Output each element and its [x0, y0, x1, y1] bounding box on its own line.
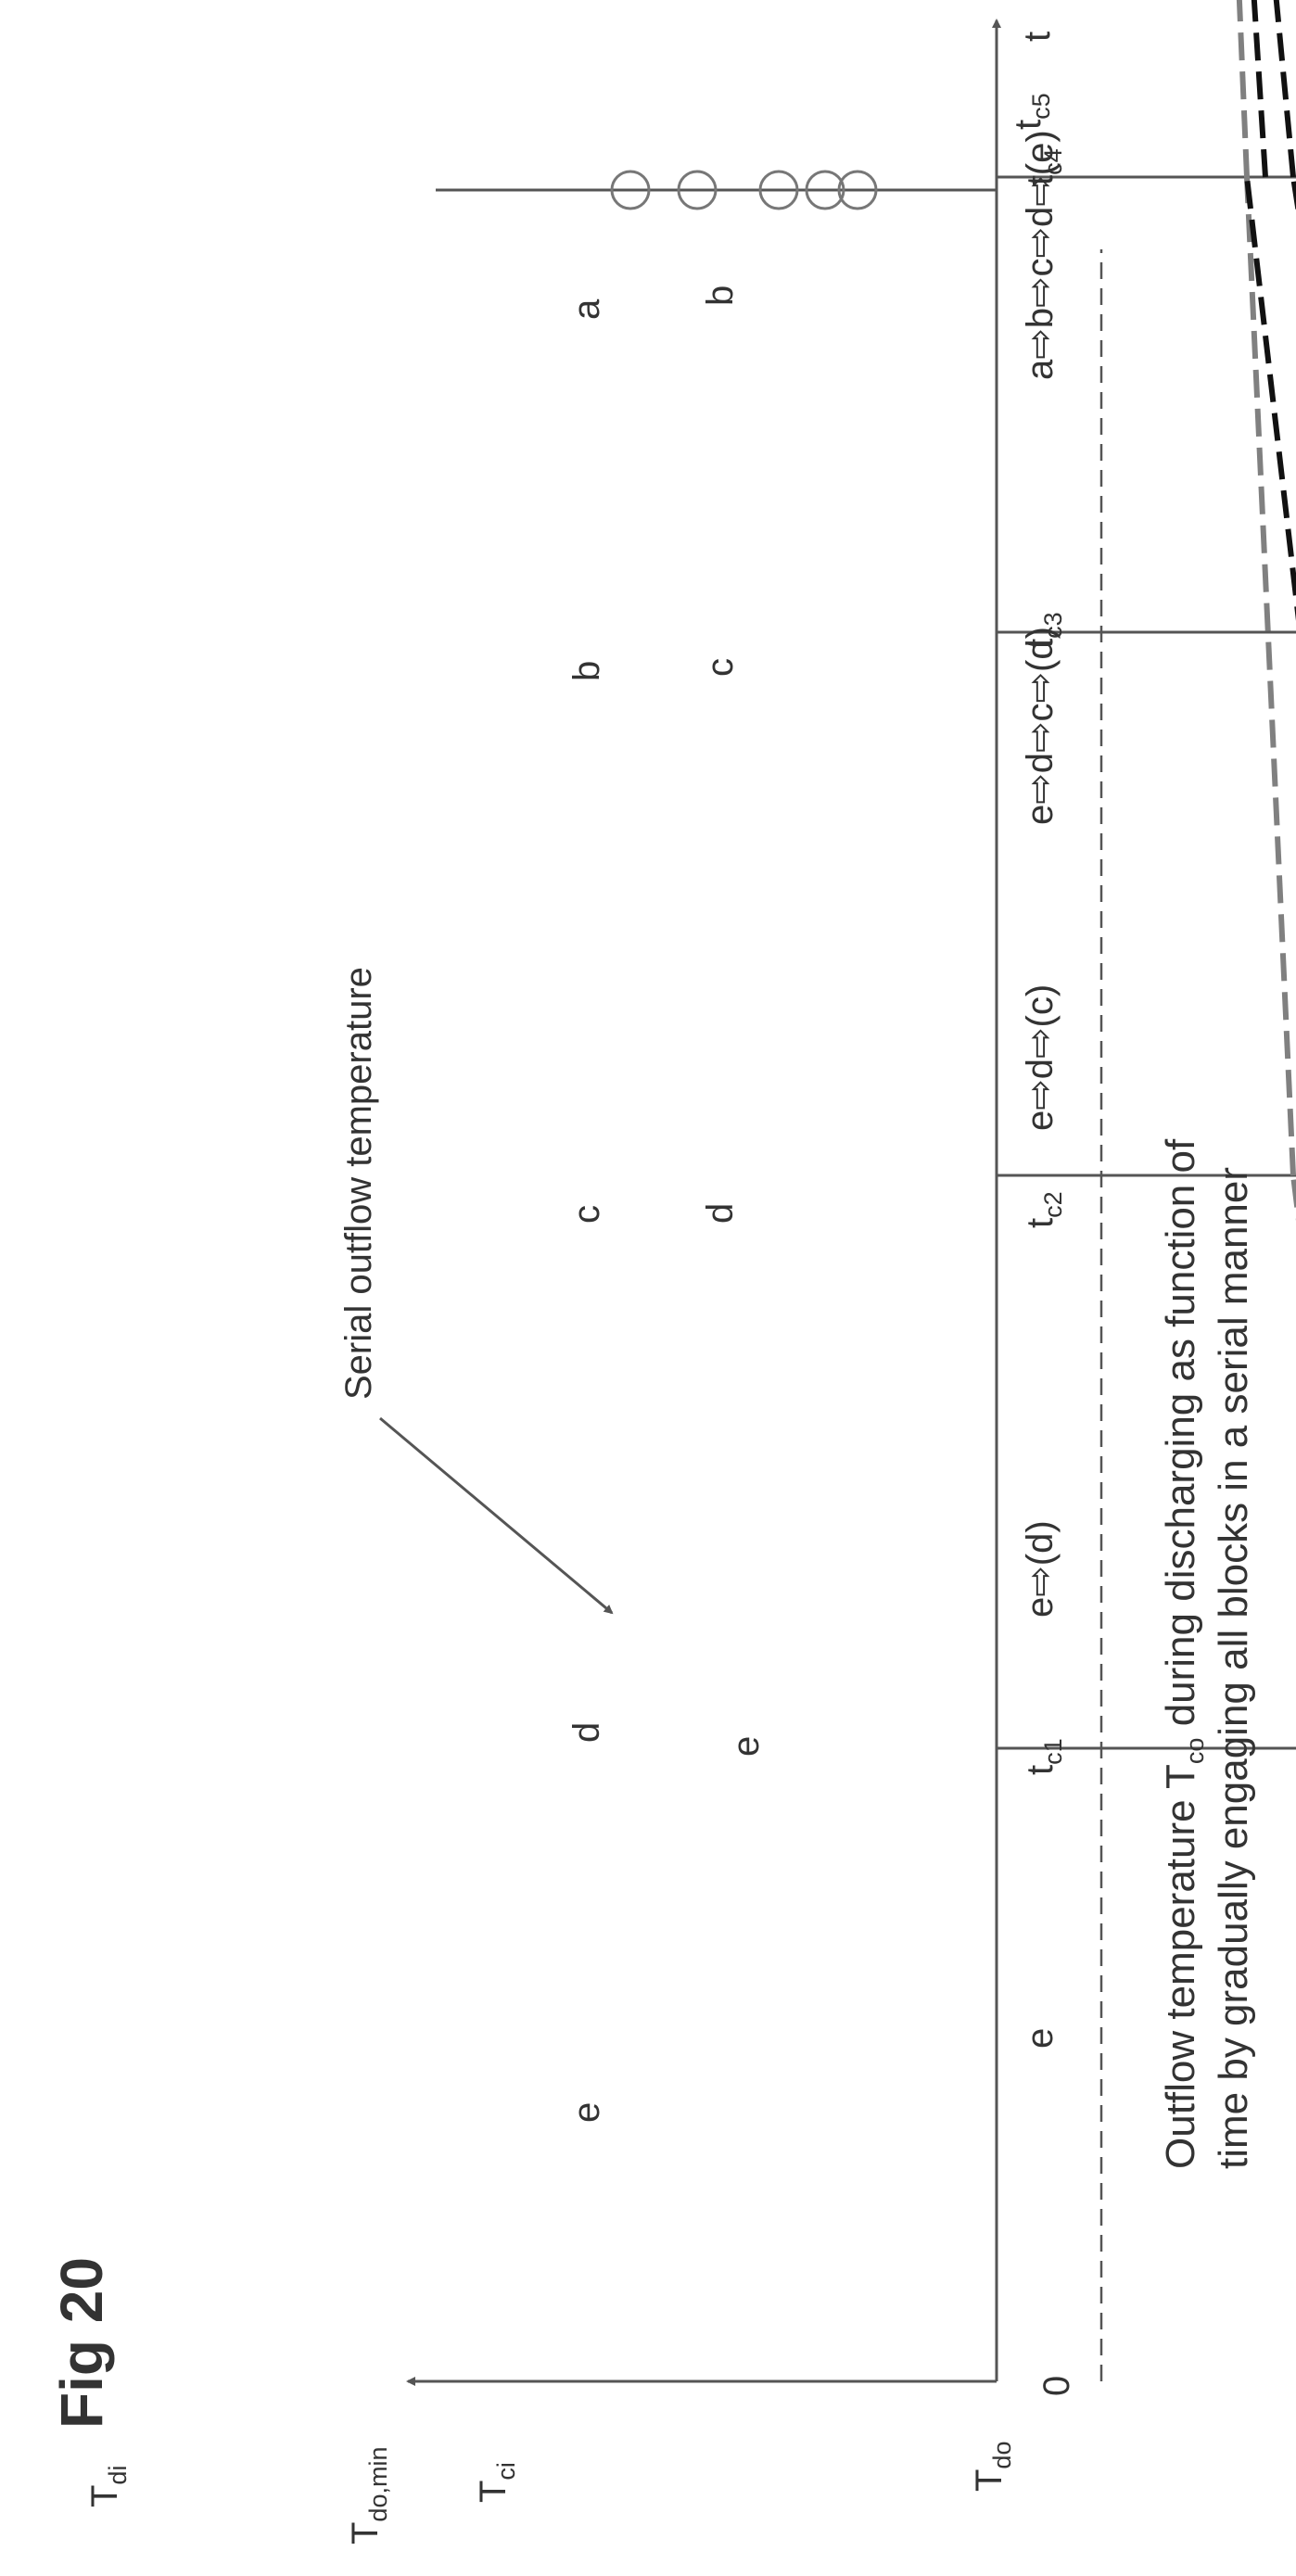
x-axis-label: t	[1017, 32, 1058, 42]
svg-text:Tci: Tci	[473, 2462, 520, 2503]
block-label-e2: e	[726, 1736, 767, 1757]
sequence-p2: e⇨d⇨(c)	[1020, 984, 1061, 1131]
annotation-text: Serial outflow temperature	[338, 967, 379, 1400]
plot-area	[997, 0, 1296, 2381]
end-markers	[610, 170, 878, 210]
e-dashed-line-3	[1226, 0, 1250, 178]
end-circle-d	[805, 170, 845, 210]
y-axis-symbol: T	[969, 2469, 1010, 2492]
x-axis-symbol: t	[1017, 32, 1058, 42]
svg-text:e⇨(d): e⇨(d)	[1020, 1520, 1061, 1618]
figure-label: Fig 20	[48, 2257, 115, 2429]
block-label-a: a	[566, 298, 607, 320]
label-tc4: tc4	[1020, 148, 1067, 185]
svg-text:Tdo,min: Tdo,min	[345, 2447, 392, 2544]
end-circle-e	[837, 170, 878, 210]
svg-text:tc5: tc5	[1008, 93, 1055, 130]
svg-text:tc3: tc3	[1020, 612, 1067, 649]
block-label-b1: b	[566, 661, 607, 681]
svg-text:e⇨d⇨c⇨(d): e⇨d⇨c⇨(d)	[1020, 627, 1061, 825]
origin-text: 0	[1036, 2376, 1077, 2396]
label-tdomin: Tdo,min	[345, 2447, 392, 2544]
svg-text:tc1: tc1	[1020, 1738, 1067, 1775]
sequence-p1: e⇨(d)	[1020, 1520, 1061, 1618]
label-tc5: tc5	[1008, 93, 1055, 130]
annotation-arrow	[379, 1416, 614, 1615]
block-label-c2: c	[700, 658, 741, 677]
d-dashed-line-2	[1244, 176, 1296, 1176]
svg-text:e: e	[1020, 2028, 1061, 2049]
block-label-b2: b	[700, 286, 741, 306]
sequence-p0: e	[1020, 2028, 1061, 2049]
caption: Outflow temperature Tco during dischargi…	[1158, 1138, 1256, 2169]
svg-text:Tdi: Tdi	[84, 2466, 132, 2507]
sequence-p3: e⇨d⇨c⇨(d)	[1020, 627, 1061, 825]
svg-text:a⇨b⇨c⇨d⇨(e): a⇨b⇨c⇨d⇨(e)	[1020, 130, 1061, 380]
end-circle-c	[758, 170, 799, 210]
block-label-e1: e	[566, 2102, 607, 2123]
label-tc1: tc1	[1020, 1738, 1067, 1775]
block-label-d1: d	[566, 1722, 607, 1743]
y-axis-label: Tdo	[969, 2442, 1016, 2492]
caption-line-2: time by gradually engaging all blocks in…	[1211, 1167, 1256, 2169]
label-tc2: tc2	[1020, 1191, 1067, 1228]
caption-line-1: Outflow temperature Tco during dischargi…	[1158, 1138, 1209, 2169]
svg-text:tc4: tc4	[1020, 148, 1067, 185]
label-tdi: Tdi	[84, 2466, 132, 2507]
svg-text:e⇨d⇨(c): e⇨d⇨(c)	[1020, 984, 1061, 1131]
y-axis-sub: do	[988, 2442, 1016, 2469]
end-circle-b	[677, 170, 718, 210]
label-tc3: tc3	[1020, 612, 1067, 649]
sequence-p4: a⇨b⇨c⇨d⇨(e)	[1020, 130, 1061, 380]
block-label-d2: d	[700, 1203, 741, 1224]
e-dashed-line-2	[1244, 176, 1296, 1176]
label-tci: Tci	[473, 2462, 520, 2503]
origin-label: 0	[1036, 2376, 1077, 2396]
svg-text:Tdo: Tdo	[969, 2442, 1016, 2492]
svg-text:tc2: tc2	[1020, 1191, 1067, 1228]
end-circle-a	[610, 170, 651, 210]
block-label-c1: c	[566, 1205, 607, 1224]
